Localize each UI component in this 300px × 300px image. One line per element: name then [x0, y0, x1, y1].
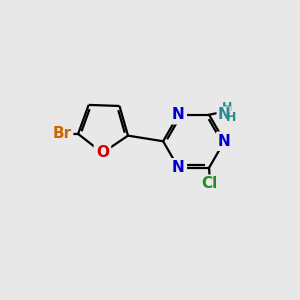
Text: N: N [218, 134, 231, 149]
Text: Br: Br [52, 126, 72, 141]
Text: O: O [96, 146, 109, 160]
Text: N: N [172, 160, 185, 175]
Text: Cl: Cl [202, 176, 218, 191]
Text: H: H [226, 111, 236, 124]
Text: H: H [222, 101, 232, 114]
Text: N: N [217, 107, 230, 122]
Text: N: N [172, 107, 185, 122]
